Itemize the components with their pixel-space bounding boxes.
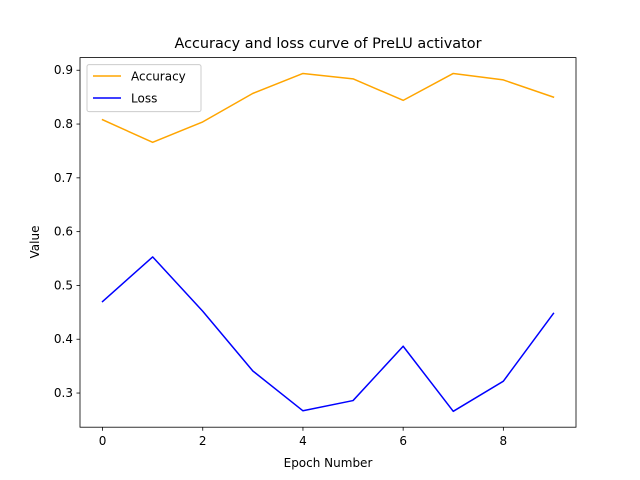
x-axis-ticks: 0 2 4 6 8 xyxy=(99,427,507,448)
x-tick-label: 0 xyxy=(99,434,107,448)
legend: Accuracy Loss xyxy=(86,64,202,113)
x-axis-label: Epoch Number xyxy=(284,456,373,470)
y-axis-label: Value xyxy=(28,226,42,259)
y-tick-label: 0.5 xyxy=(54,278,73,292)
chart-title: Accuracy and loss curve of PreLU activat… xyxy=(175,36,482,52)
x-tick-label: 6 xyxy=(399,434,407,448)
legend-accuracy-label: Accuracy xyxy=(131,70,186,84)
series-layer xyxy=(101,72,555,413)
y-tick-label: 0.6 xyxy=(54,225,73,239)
x-tick-label: 8 xyxy=(500,434,508,448)
y-tick-label: 0.9 xyxy=(54,63,73,77)
accuracy-series-line xyxy=(101,72,555,144)
y-axis-ticks: 0.3 0.4 0.5 0.6 0.7 0.8 0.9 xyxy=(54,63,80,400)
x-tick-label: 2 xyxy=(199,434,207,448)
x-tick-label: 4 xyxy=(299,434,307,448)
legend-loss-label: Loss xyxy=(131,92,157,106)
plot-area xyxy=(80,57,576,428)
y-tick-label: 0.3 xyxy=(54,386,73,400)
y-tick-label: 0.4 xyxy=(54,332,73,346)
plot-frame xyxy=(79,57,577,428)
y-tick-label: 0.7 xyxy=(54,171,73,185)
y-tick-label: 0.8 xyxy=(54,117,73,131)
loss-series-line xyxy=(101,256,555,413)
